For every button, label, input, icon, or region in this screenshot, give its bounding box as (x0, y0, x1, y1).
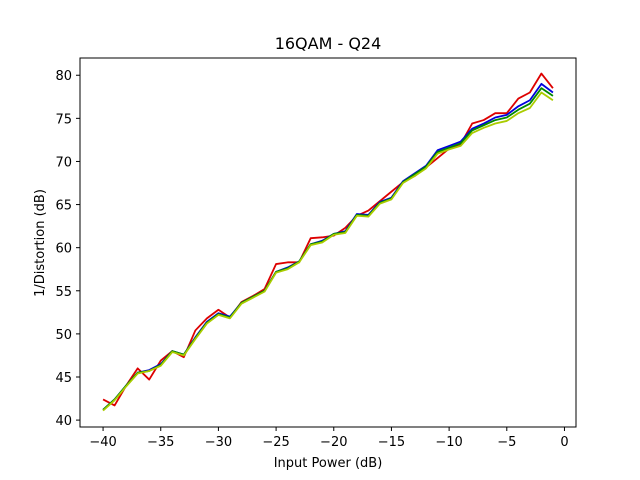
x-tick-label: −5 (497, 435, 516, 450)
x-tick-label: −35 (147, 435, 174, 450)
chart-title: 16QAM - Q24 (275, 34, 382, 53)
series-line-4 (102, 91, 554, 412)
x-axis-label: Input Power (dB) (274, 456, 383, 471)
y-tick-label: 75 (55, 112, 72, 127)
x-tick-label: −10 (435, 435, 462, 450)
y-tick-label: 80 (55, 69, 72, 84)
x-tick-label: −20 (320, 435, 347, 450)
y-tick-label: 60 (55, 242, 72, 257)
y-tick-label: 40 (55, 414, 72, 429)
plot-frame (79, 57, 577, 428)
axes: −40 −35 −30 −25 −20 −15 −10 −5 0 40 45 50 55 60 65 70 75… (55, 57, 577, 450)
y-axis-label: 1/Distortion (dB) (33, 189, 48, 297)
y-tick-label: 70 (55, 155, 72, 170)
y-tick-label: 55 (55, 285, 72, 300)
y-tick-label: 65 (55, 199, 72, 214)
y-tick-label: 45 (55, 371, 72, 386)
x-tick-label: 0 (560, 435, 568, 450)
y-tick-label: 50 (55, 328, 72, 343)
x-tick-label: −40 (89, 435, 116, 450)
x-tick-label: −30 (205, 435, 232, 450)
plot-area (102, 72, 554, 412)
x-tick-label: −25 (262, 435, 289, 450)
x-tick-label: −15 (378, 435, 405, 450)
